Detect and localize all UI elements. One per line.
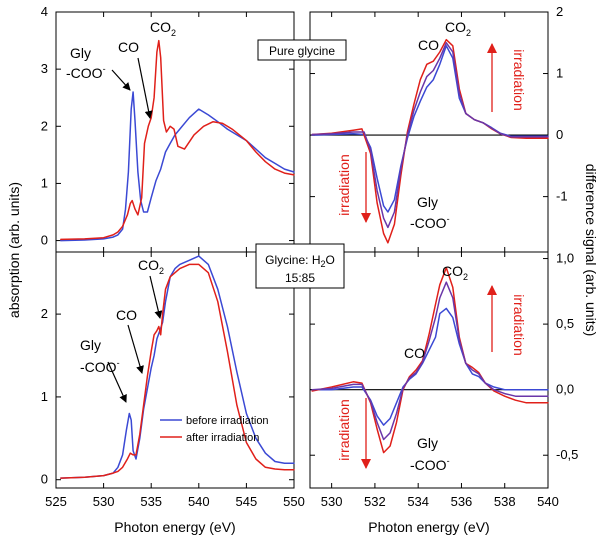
tick-group: 530 532 534 536 538 540 -0,5 0,0 0,5 1,0: [310, 251, 578, 509]
annotation-arrow: [107, 361, 127, 403]
y-tick-label: 1: [556, 66, 563, 81]
tick-group: 0 1 2 3 4: [41, 4, 295, 252]
sample-label-pure-glycine: Pure glycine: [269, 44, 335, 58]
y-tick-label: -1: [556, 189, 568, 204]
plot-area: [60, 39, 295, 242]
x-tick-label: 540: [188, 494, 210, 509]
annotations-bottom-left: Gly -COO- CO CO2: [80, 257, 164, 403]
y-tick-label: 0,0: [556, 382, 574, 397]
y-tick-label: 3: [41, 61, 48, 76]
panel-bottom-left: 525 530 535 540 545 550 0 1 2: [41, 251, 305, 509]
y-tick-label: 1,0: [556, 251, 574, 266]
plot-area: [60, 255, 295, 479]
annotation-co2: CO2: [138, 257, 164, 276]
sample-label-ratio: 15:85: [285, 271, 315, 285]
x-tick-label: 530: [93, 494, 115, 509]
y-tick-label: 0: [41, 233, 48, 248]
annotation-arrow: [127, 324, 144, 374]
annotation-arrow: [149, 275, 163, 319]
y-tick-label: 4: [41, 4, 48, 19]
annotation-coo: -COO-: [410, 456, 450, 473]
plot-area: [310, 38, 549, 244]
x-tick-label: 536: [451, 494, 473, 509]
annotation-irradiation-down: irradiation: [336, 399, 352, 460]
annotation-coo: -COO-: [66, 64, 106, 81]
sample-label-box: [255, 243, 345, 289]
series-line-before: [60, 91, 295, 242]
annotation-co: CO: [404, 345, 425, 361]
annotation-gly: Gly: [80, 337, 101, 353]
y-axis-label-right: difference signal (arb. units): [583, 164, 599, 337]
x-tick-label: 540: [537, 494, 559, 509]
annotation-arrow: [111, 69, 131, 91]
annotation-co2: CO2: [150, 19, 176, 38]
y-tick-label: 2: [41, 306, 48, 321]
annotation-co: CO: [418, 37, 439, 53]
series-line-mid: [311, 42, 549, 229]
annotation-coo: -COO-: [410, 214, 450, 231]
y-tick-label: 2: [556, 4, 563, 19]
annotations-bottom-right: Glycine: H2O 15:85 CO CO2 Gly -COO- irra…: [255, 243, 527, 473]
annotation-irradiation-down: irradiation: [336, 154, 352, 215]
panel-frame: [55, 251, 295, 489]
legend-label-after: after irradiation: [186, 432, 259, 444]
x-tick-label: 532: [364, 494, 386, 509]
series-line-mid: [311, 281, 549, 441]
y-axis-label-left: absorption (arb. units): [6, 182, 22, 318]
series-line-after: [60, 39, 295, 241]
y-tick-label: 2: [41, 118, 48, 133]
annotation-co2: CO2: [442, 263, 468, 282]
x-tick-label: 530: [321, 494, 343, 509]
annotation-co2: CO2: [445, 19, 471, 38]
y-tick-label: 1: [41, 389, 48, 404]
annotation-coo: -COO-: [80, 358, 120, 375]
tick-group: -1 0 1 2: [310, 4, 568, 252]
x-axis-label-right: Photon energy (eV): [368, 519, 489, 535]
sample-label-box: [257, 39, 347, 61]
sample-label-glycine-water: Glycine: H2O: [265, 253, 335, 269]
y-tick-label: 0,5: [556, 316, 574, 331]
y-tick-label: -0,5: [556, 447, 578, 462]
y-tick-label: 1: [41, 175, 48, 190]
annotations-top-right: Pure glycine CO CO2 Gly -COO- irradiatio…: [257, 19, 527, 231]
annotation-gly: Gly: [417, 435, 438, 451]
x-tick-label: 534: [407, 494, 429, 509]
panel-frame: [309, 251, 549, 489]
panel-top-left: 0 1 2 3 4: [41, 4, 295, 253]
y-tick-label: 0: [556, 127, 563, 142]
x-tick-label: 550: [283, 494, 305, 509]
panel-bottom-right: 530 532 534 536 538 540 -0,5 0,0 0,5 1,0: [309, 251, 578, 509]
x-tick-label: 535: [140, 494, 162, 509]
legend-label-before: before irradiation: [186, 415, 269, 427]
annotation-co: CO: [116, 307, 137, 323]
plot-area: [310, 266, 549, 454]
annotations-top-left: Gly -COO- CO CO2: [66, 19, 176, 119]
series-line-before: [311, 307, 549, 426]
annotation-gly: Gly: [70, 45, 91, 61]
annotation-gly: Gly: [417, 194, 438, 210]
y-tick-label: 0: [41, 472, 48, 487]
tick-group: 525 530 535 540 545 550 0 1 2: [41, 252, 305, 509]
x-tick-label: 538: [494, 494, 516, 509]
annotation-arrow: [137, 57, 153, 119]
series-line-after: [60, 263, 295, 479]
x-tick-label: 545: [236, 494, 258, 509]
annotation-co: CO: [118, 39, 139, 55]
x-tick-label: 525: [45, 494, 67, 509]
annotation-irradiation-up: irradiation: [511, 49, 527, 110]
x-axis-label-left: Photon energy (eV): [114, 519, 235, 535]
annotation-irradiation-up: irradiation: [511, 294, 527, 355]
legend: before irradiation after irradiation: [160, 415, 269, 444]
